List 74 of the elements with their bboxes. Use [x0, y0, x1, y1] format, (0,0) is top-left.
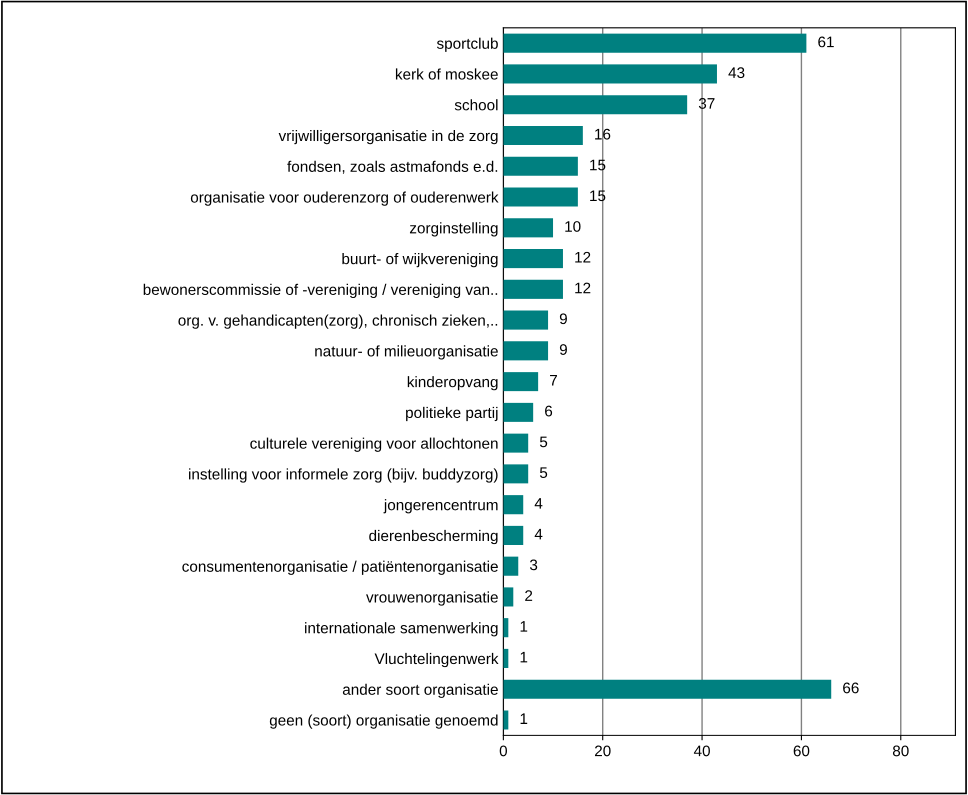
y-tick-label: organisatie voor ouderenzorg of ouderenwerk	[190, 191, 499, 206]
y-tick-label: internationale samenwerking	[305, 622, 498, 636]
data-label: 12	[575, 282, 590, 294]
bar	[503, 618, 508, 638]
x-tick-label: 40	[694, 746, 710, 756]
bar	[503, 187, 578, 207]
y-tick-label: bewonerscommissie of -vereniging / vereniging van..	[144, 284, 498, 298]
data-label: 9	[560, 344, 567, 355]
y-tick-label: jongerencentrum	[383, 499, 498, 514]
bar	[503, 680, 832, 699]
y-tick-label: kerk of moskee	[396, 68, 498, 80]
data-label: 9	[560, 313, 567, 324]
data-label: 1	[520, 621, 528, 632]
y-tick-label: vrouwenorganisatie	[366, 591, 498, 606]
x-tick-label: 20	[594, 746, 611, 756]
bar	[503, 280, 563, 299]
y-tick-label: instelling voor informele zorg (bijv. buddyzorg)	[189, 468, 498, 483]
data-label: 5	[540, 436, 548, 448]
y-tick-label: vrijwilligersorganisatie in de zorg	[278, 130, 498, 144]
data-label: 4	[534, 528, 542, 540]
bar	[503, 710, 508, 730]
data-label: 3	[530, 559, 538, 570]
y-tick-label: Vluchtelingenwerk	[374, 652, 499, 668]
bar	[503, 495, 524, 514]
data-label: 15	[590, 160, 606, 170]
data-label: 66	[843, 682, 859, 694]
x-tick-label: 80	[892, 746, 909, 756]
data-label: 1	[520, 652, 528, 662]
bar	[503, 372, 538, 392]
data-label: 1	[520, 713, 528, 724]
data-label: 43	[728, 67, 744, 78]
y-tick-label: zorginstelling	[410, 222, 498, 236]
bar	[503, 126, 583, 146]
data-label: 6	[545, 406, 552, 416]
bar	[503, 402, 534, 422]
data-label: 16	[595, 128, 610, 140]
data-label: 12	[575, 252, 590, 262]
bar	[503, 464, 528, 484]
y-tick-label: geen (soort) organisatie genoemd	[270, 714, 498, 729]
y-tick-label: dierenbescherming	[369, 530, 498, 544]
y-tick-label: sportclub	[436, 38, 498, 52]
y-tick-label: kinderopvang	[408, 376, 498, 390]
bar	[503, 95, 688, 114]
x-tick-label: 0	[500, 746, 508, 756]
y-tick-label: culturele vereniging voor allochtonen	[250, 438, 498, 452]
data-label: 10	[565, 221, 581, 232]
bar	[503, 587, 514, 606]
data-label: 2	[525, 590, 532, 601]
x-tick-label: 60	[794, 746, 810, 756]
y-tick-label: politieke partij	[406, 406, 498, 422]
y-tick-label: org. v. gehandicapten(zorg), chronisch zieken,..	[178, 314, 498, 329]
data-label: 61	[818, 36, 834, 48]
y-tick-label: buurt- of wijkvereniging	[342, 253, 498, 268]
data-label: 15	[590, 190, 606, 202]
bar	[503, 434, 528, 453]
bar	[503, 156, 578, 176]
bar	[503, 556, 518, 576]
bar	[503, 310, 548, 330]
bar	[503, 34, 806, 53]
y-tick-label: school	[454, 99, 498, 110]
data-label: 7	[550, 375, 557, 386]
bar	[503, 341, 548, 360]
bar	[503, 64, 717, 84]
data-label: 37	[698, 98, 714, 109]
data-label: 5	[540, 467, 548, 478]
y-tick-label: natuur- of milieuorganisatie	[315, 345, 498, 360]
bar	[503, 526, 524, 545]
bar	[503, 648, 508, 668]
data-label: 4	[534, 498, 542, 509]
bar	[503, 249, 563, 268]
y-tick-label: ander soort organisatie	[342, 684, 498, 698]
y-tick-label: consumentenorganisatie / patiëntenorganisatie	[182, 560, 498, 575]
bar	[503, 218, 554, 238]
y-tick-label: fondsen, zoals astmafonds e.d.	[287, 160, 498, 174]
